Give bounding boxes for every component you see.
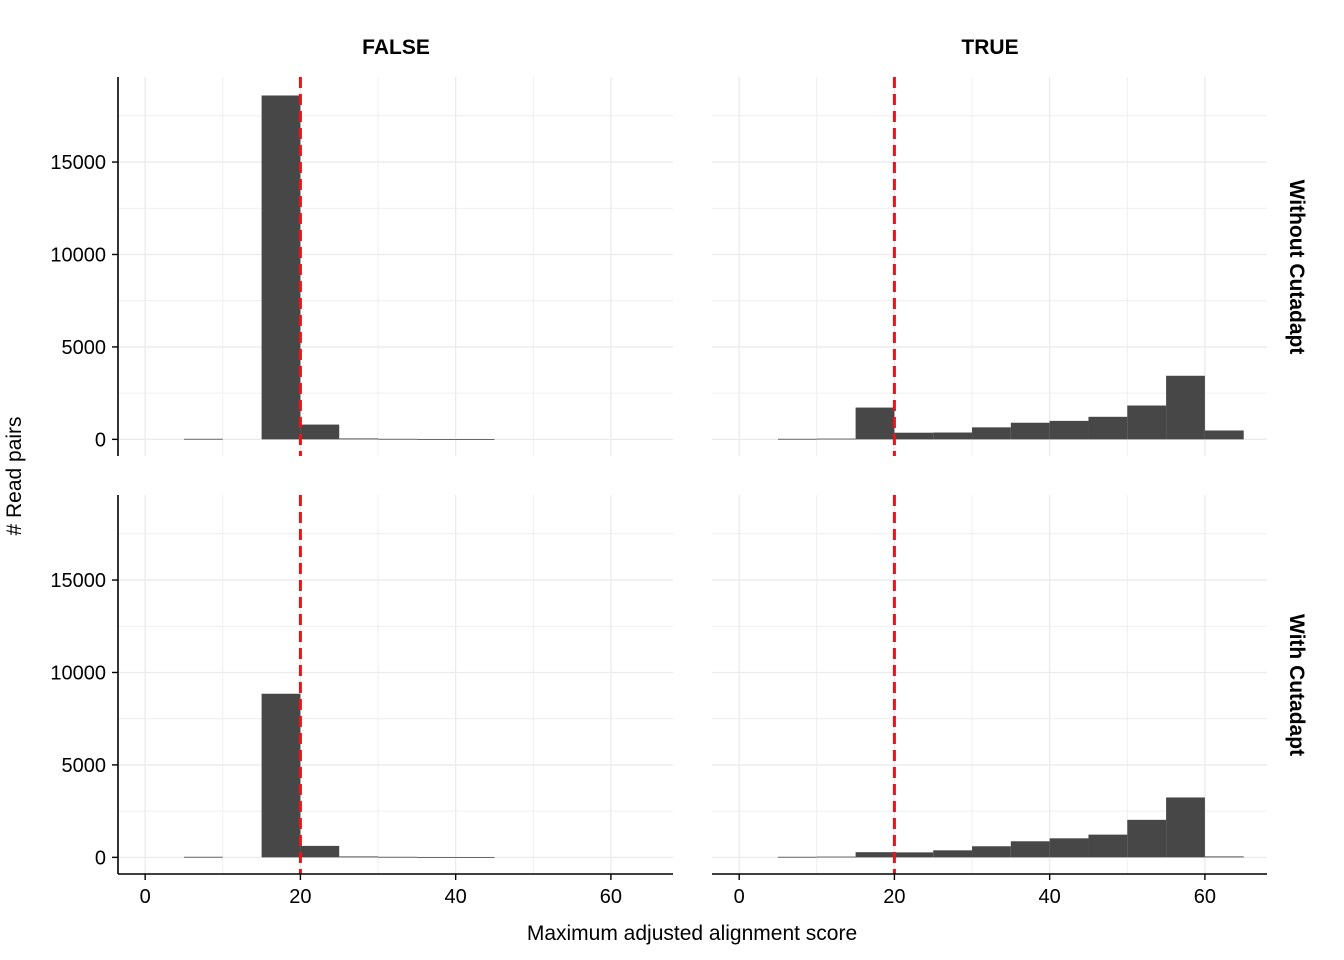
y-tick-label: 5000 [62, 337, 107, 359]
panel-without-cutadapt-false: 0 5000 10000 15000 [50, 77, 673, 456]
histogram-bar [855, 852, 895, 858]
histogram-bar [816, 438, 856, 440]
histogram-bar [455, 439, 495, 440]
panel-with-cutadapt-false: 0 5000 10000 15000 0 20 40 60 [50, 495, 673, 908]
panel-without-cutadapt-true [712, 77, 1267, 456]
histogram-bar [933, 432, 973, 440]
y-tick-label: 5000 [62, 755, 107, 777]
histogram-bar [261, 95, 301, 440]
histogram-bar [777, 438, 817, 440]
histogram-bar [1166, 797, 1205, 858]
histogram-bar [894, 852, 934, 858]
y-tick-label: 15000 [50, 570, 106, 592]
histogram-bar [1127, 819, 1167, 858]
histogram-bar [1010, 422, 1050, 440]
histogram-bar [1049, 420, 1089, 440]
y-tick-label: 10000 [50, 244, 106, 266]
y-axis-title: # Read pairs [3, 416, 26, 535]
histogram-bar [933, 850, 973, 858]
col-strip-true: TRUE [961, 36, 1018, 59]
histogram-bar [1088, 416, 1128, 440]
x-tick-label: 20 [883, 886, 905, 908]
histogram-bar [339, 856, 379, 858]
histogram-bar [777, 856, 817, 858]
histogram-bar [1204, 430, 1244, 440]
histogram-bar [378, 856, 417, 858]
histogram-bar [972, 427, 1011, 440]
histogram-bar [300, 845, 340, 858]
x-axis-title: Maximum adjusted alignment score [527, 922, 857, 945]
y-tick-label: 0 [95, 847, 106, 869]
x-tick-label: 0 [140, 886, 151, 908]
histogram-bar [1204, 856, 1244, 858]
histogram-bar [261, 693, 301, 858]
x-tick-label: 40 [1039, 886, 1061, 908]
row-strip-without-cutadapt: Without Cutadapt [1285, 180, 1308, 355]
histogram-bar [1127, 405, 1167, 440]
histogram-bar [1166, 375, 1205, 440]
histogram-bar [300, 424, 340, 440]
y-tick-label: 15000 [50, 152, 106, 174]
histogram-bar [972, 846, 1011, 858]
histogram-bar [183, 438, 223, 440]
histogram-bar [378, 438, 417, 440]
histogram-bar [455, 857, 495, 858]
facet-panels: 0 5000 10000 15000 0 5000 10000 15000 0 20 40 60 0 20… [50, 77, 1267, 908]
col-strip-false: FALSE [362, 36, 430, 59]
histogram-bar [1010, 841, 1050, 858]
histogram-bar [416, 438, 456, 440]
histogram-bar [183, 856, 223, 858]
panel-with-cutadapt-true: 0 20 40 60 [712, 495, 1267, 908]
histogram-bar [416, 856, 456, 858]
x-tick-label: 20 [289, 886, 311, 908]
x-tick-label: 60 [1194, 886, 1216, 908]
y-tick-label: 10000 [50, 662, 106, 684]
y-tick-label: 0 [95, 429, 106, 451]
histogram-bar [339, 438, 379, 440]
histogram-bar [816, 856, 856, 858]
x-tick-label: 40 [445, 886, 467, 908]
histogram-bar [894, 432, 934, 440]
row-strip-with-cutadapt: With Cutadapt [1285, 614, 1308, 756]
histogram-bar [1088, 834, 1128, 858]
x-tick-label: 60 [600, 886, 622, 908]
histogram-bar [1049, 838, 1089, 858]
x-tick-label: 0 [734, 886, 745, 908]
histogram-bar [855, 407, 895, 440]
